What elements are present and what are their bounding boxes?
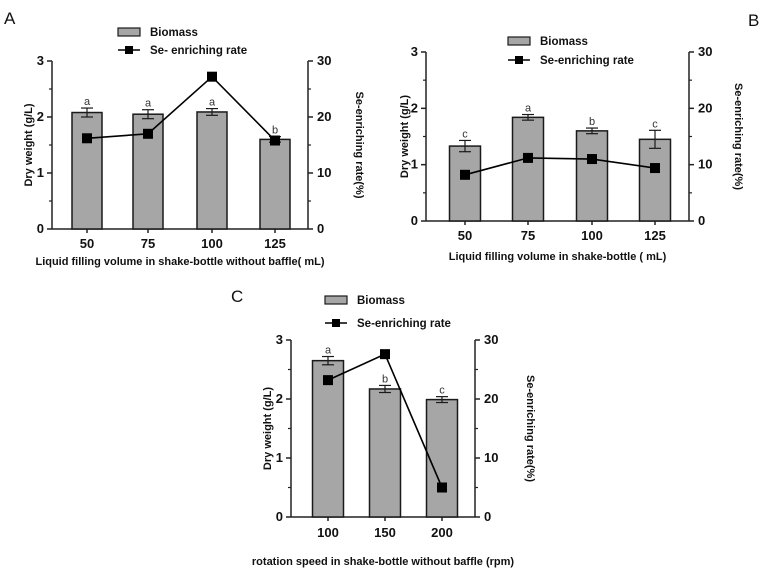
y2-tick-label: 20 xyxy=(317,109,331,124)
legend-bar-swatch xyxy=(507,36,531,46)
legend-marker xyxy=(332,319,340,327)
x-tick-label: 50 xyxy=(80,236,94,251)
rate-point xyxy=(207,71,217,82)
y-tick-label: 2 xyxy=(276,391,283,406)
y2-axis-label: Se-enriching rate(%) xyxy=(732,83,744,190)
significance-label: a xyxy=(145,98,152,110)
x-tick-label: 125 xyxy=(644,228,666,243)
significance-label: c xyxy=(652,118,658,130)
bar xyxy=(196,111,228,230)
legend-rate: Se-enriching rate xyxy=(357,318,451,330)
y-tick-label: 1 xyxy=(411,157,418,172)
rate-point xyxy=(587,154,597,165)
x-tick-label: 75 xyxy=(521,228,535,243)
y-tick-label: 2 xyxy=(411,100,418,115)
y-tick-label: 3 xyxy=(411,44,418,59)
x-tick-label: 100 xyxy=(201,236,223,251)
y2-tick-label: 0 xyxy=(698,213,705,228)
y2-tick-label: 10 xyxy=(698,157,712,172)
legend-rate: Se-enriching rate xyxy=(540,55,634,67)
x-tick-label: 100 xyxy=(317,525,339,540)
y-axis-label: Dry weight (g/L) xyxy=(23,103,35,186)
y2-tick-label: 0 xyxy=(484,509,491,524)
rate-point xyxy=(523,152,533,163)
y-tick-label: 1 xyxy=(37,165,44,180)
bar xyxy=(259,138,291,230)
legend-bar-swatch xyxy=(117,27,141,37)
legend-biomass: Biomass xyxy=(540,36,588,48)
legend-marker xyxy=(515,56,523,64)
rate-line xyxy=(464,157,656,176)
rate-point xyxy=(143,128,153,139)
rate-point xyxy=(82,133,92,144)
rate-point xyxy=(323,375,333,386)
y-tick-label: 0 xyxy=(411,213,418,228)
y-axis-label: Dry weight (g/L) xyxy=(262,387,274,470)
y-tick-label: 3 xyxy=(276,332,283,347)
x-tick-label: 75 xyxy=(141,236,155,251)
legend-bar-swatch xyxy=(324,295,348,305)
legend-biomass: Biomass xyxy=(357,295,405,307)
panel-label: B xyxy=(748,11,759,30)
y2-tick-label: 30 xyxy=(698,44,712,59)
significance-label: a xyxy=(325,345,332,357)
rate-line xyxy=(86,75,276,142)
rate-point xyxy=(270,135,280,146)
y-axis-label: Dry weight (g/L) xyxy=(399,95,411,178)
y2-tick-label: 10 xyxy=(317,165,331,180)
legend-biomass: Biomass xyxy=(150,27,198,39)
x-tick-label: 100 xyxy=(581,228,603,243)
y2-tick-label: 20 xyxy=(484,391,498,406)
bar xyxy=(575,130,609,222)
significance-label: c xyxy=(439,385,445,397)
bar xyxy=(71,111,103,230)
bar xyxy=(448,145,482,222)
y-tick-label: 0 xyxy=(276,509,283,524)
x-tick-label: 125 xyxy=(264,236,286,251)
significance-label: c xyxy=(462,128,468,140)
significance-label: a xyxy=(84,96,91,108)
y2-axis-label: Se-enriching rate(%) xyxy=(524,375,536,482)
significance-label: b xyxy=(272,125,278,137)
y2-tick-label: 10 xyxy=(484,450,498,465)
x-axis-label: rotation speed in shake-bottle without b… xyxy=(252,556,515,568)
legend-rate: Se- enriching rate xyxy=(150,45,247,57)
panel-label: C xyxy=(231,287,243,306)
bar xyxy=(511,116,545,222)
y-tick-label: 3 xyxy=(37,53,44,68)
y2-tick-label: 30 xyxy=(484,332,498,347)
y-tick-label: 2 xyxy=(37,109,44,124)
y2-axis-label: Se-enriching rate(%) xyxy=(353,92,365,199)
rate-point xyxy=(437,482,447,493)
panel-label: A xyxy=(4,9,16,28)
y2-tick-label: 20 xyxy=(698,100,712,115)
bar xyxy=(425,398,459,518)
significance-label: a xyxy=(525,103,532,115)
rate-point xyxy=(460,169,470,180)
bar xyxy=(638,138,672,222)
rate-point xyxy=(650,163,660,174)
legend-marker xyxy=(125,46,133,54)
bar xyxy=(368,388,402,518)
y-tick-label: 1 xyxy=(276,450,283,465)
y2-tick-label: 0 xyxy=(317,221,324,236)
x-tick-label: 150 xyxy=(374,525,396,540)
y2-tick-label: 30 xyxy=(317,53,331,68)
x-tick-label: 200 xyxy=(431,525,453,540)
significance-label: a xyxy=(209,97,216,109)
x-tick-label: 50 xyxy=(458,228,472,243)
significance-label: b xyxy=(382,373,388,385)
significance-label: b xyxy=(589,116,595,128)
x-axis-label: Liquid filling volume in shake-bottle ( … xyxy=(449,251,667,263)
y-tick-label: 0 xyxy=(37,221,44,236)
rate-point xyxy=(380,349,390,360)
x-axis-label: Liquid filling volume in shake-bottle wi… xyxy=(35,256,324,268)
